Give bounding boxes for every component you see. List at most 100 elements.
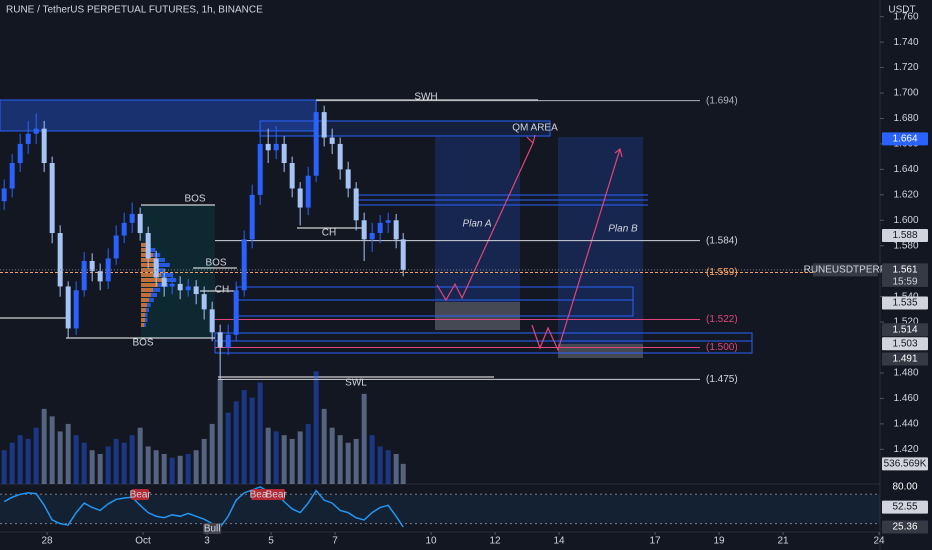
price-tag: 1.664 bbox=[892, 133, 917, 144]
volume-bar bbox=[193, 450, 199, 484]
volume-bar bbox=[177, 455, 183, 484]
annotation: SWH bbox=[414, 92, 437, 103]
candle-body bbox=[41, 128, 47, 164]
candle-body bbox=[321, 112, 327, 138]
candle-body bbox=[265, 143, 271, 151]
annotation: CH bbox=[215, 285, 229, 296]
profile-bar bbox=[141, 288, 153, 292]
volume-bar bbox=[153, 450, 159, 484]
candle-body bbox=[89, 260, 95, 272]
candle-body bbox=[225, 334, 231, 348]
price-tag: 1.535 bbox=[892, 298, 917, 309]
profile-bar bbox=[141, 278, 163, 282]
profile-bar bbox=[145, 313, 148, 317]
volume-bar bbox=[185, 453, 191, 484]
candle-body bbox=[9, 163, 15, 189]
volume-bar bbox=[249, 397, 255, 484]
candle-body bbox=[217, 332, 223, 348]
y-tick-label: 1.740 bbox=[893, 37, 918, 48]
price-tag: 1.561 bbox=[892, 265, 917, 276]
candle-body bbox=[241, 239, 247, 291]
candle-body bbox=[201, 294, 207, 310]
annotation: BOS bbox=[132, 338, 153, 349]
rsi-tag: 52.55 bbox=[892, 502, 917, 513]
profile-bar bbox=[149, 298, 154, 302]
volume-bar bbox=[337, 435, 343, 484]
price-tag: 1.514 bbox=[892, 324, 917, 335]
annotation: CH bbox=[322, 228, 336, 239]
candle-body bbox=[185, 286, 191, 291]
volume-bar bbox=[89, 450, 95, 484]
volume-bar bbox=[161, 453, 167, 484]
volume-bar bbox=[97, 453, 103, 484]
profile-bar bbox=[141, 293, 151, 297]
profile-bar bbox=[159, 263, 170, 267]
volume-bar bbox=[209, 423, 215, 484]
volume-bar bbox=[273, 431, 279, 484]
profile-bar bbox=[163, 278, 177, 282]
level-label: (1.522) bbox=[706, 314, 738, 325]
rsi-tag-box bbox=[882, 520, 928, 534]
candle-body bbox=[153, 258, 159, 278]
y-tick-label: 1.620 bbox=[893, 189, 918, 200]
volume-bar bbox=[121, 442, 127, 484]
signal-label: Bear bbox=[130, 490, 152, 501]
volume-bar bbox=[81, 442, 87, 484]
profile-bar bbox=[145, 318, 148, 322]
structure-lines bbox=[0, 99, 538, 378]
volume-bar bbox=[217, 378, 223, 484]
supply-zone bbox=[0, 99, 317, 132]
countdown-box bbox=[882, 275, 928, 287]
price-tag: 1.491 bbox=[892, 354, 917, 365]
volume-bar bbox=[233, 401, 239, 484]
level-label: (1.559) bbox=[706, 267, 738, 278]
price-tag-box bbox=[882, 323, 928, 337]
candle-body bbox=[305, 175, 311, 208]
profile-bar bbox=[144, 323, 146, 327]
candle-body bbox=[249, 194, 255, 240]
x-tick-label: Oct bbox=[135, 536, 151, 547]
profile-bar bbox=[141, 318, 145, 322]
qm-area-box bbox=[259, 120, 551, 137]
scenario-arrows bbox=[436, 134, 623, 352]
volume-bar bbox=[169, 457, 175, 484]
candle-body bbox=[353, 188, 359, 221]
candle-body bbox=[161, 277, 167, 287]
x-tick-label: 24 bbox=[873, 536, 885, 547]
y-tick-label: 1.600 bbox=[893, 215, 918, 226]
level-label: (1.584) bbox=[706, 235, 738, 246]
volume-bar bbox=[25, 438, 31, 484]
y-tick-label: 1.440 bbox=[893, 419, 918, 430]
candle-body bbox=[209, 309, 215, 333]
volume-bar bbox=[369, 435, 375, 484]
currency-label: USDT bbox=[888, 5, 915, 16]
volume-bar bbox=[33, 427, 39, 484]
level-label: (1.475) bbox=[706, 374, 738, 385]
candle-body bbox=[33, 128, 39, 134]
volume-bar bbox=[137, 427, 143, 484]
candle-body bbox=[369, 233, 375, 240]
candle-body bbox=[361, 220, 367, 240]
profile-bar bbox=[141, 283, 158, 287]
level-label: (1.694) bbox=[706, 95, 738, 106]
profile-bar bbox=[141, 273, 161, 277]
y-tick-label: 1.700 bbox=[893, 88, 918, 99]
candle-body bbox=[169, 283, 175, 287]
volume-bar bbox=[321, 408, 327, 484]
zones bbox=[214, 194, 753, 354]
x-tick-label: 7 bbox=[332, 536, 338, 547]
volume-bar bbox=[17, 435, 23, 484]
price-tag-box bbox=[882, 132, 928, 146]
volume-bar bbox=[1, 450, 7, 484]
volume-bar bbox=[353, 438, 359, 484]
candle-body bbox=[273, 143, 279, 151]
volume-bar bbox=[289, 438, 295, 484]
profile-bar bbox=[141, 243, 147, 247]
candle-body bbox=[345, 169, 351, 189]
y-tick-label: 1.640 bbox=[893, 164, 918, 175]
candle-body bbox=[385, 220, 391, 223]
price-tag-box bbox=[882, 352, 928, 366]
profile-bar bbox=[141, 313, 145, 317]
candle-body bbox=[393, 220, 399, 240]
